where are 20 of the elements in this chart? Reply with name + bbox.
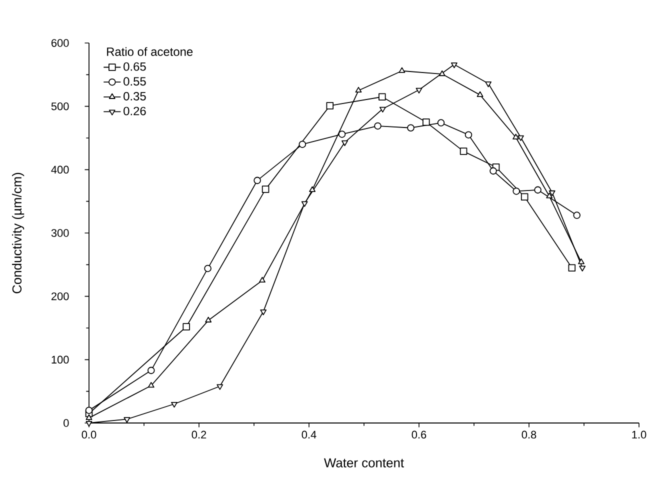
y-tick-label: 200: [51, 292, 69, 300]
x-axis-title: Water content: [324, 458, 404, 468]
y-tick-label: 600: [52, 39, 69, 47]
x-tick-label: 0.4: [302, 430, 316, 439]
legend-label: 0.35: [124, 92, 146, 100]
x-tick-label: 0.6: [412, 430, 426, 439]
y-tick-label: 0: [64, 419, 69, 427]
legend-label: 0.65: [124, 62, 146, 71]
x-tick-label: 0.0: [82, 430, 96, 439]
x-tick-label: 0.2: [192, 430, 206, 439]
legend-label: 0.26: [124, 106, 146, 116]
legend-title: Ratio of acetone: [107, 47, 193, 56]
x-tick-label: 0.8: [522, 430, 536, 439]
y-tick-label: 400: [51, 166, 69, 174]
y-tick-label: 500: [51, 102, 69, 110]
legend-label: 0.55: [124, 77, 146, 86]
y-tick-label: 300: [51, 229, 69, 237]
y-axis-title: Conductivity (µm/cm): [12, 172, 24, 294]
y-tick-label: 100: [52, 356, 69, 364]
x-tick-label: 1.0: [632, 430, 646, 439]
